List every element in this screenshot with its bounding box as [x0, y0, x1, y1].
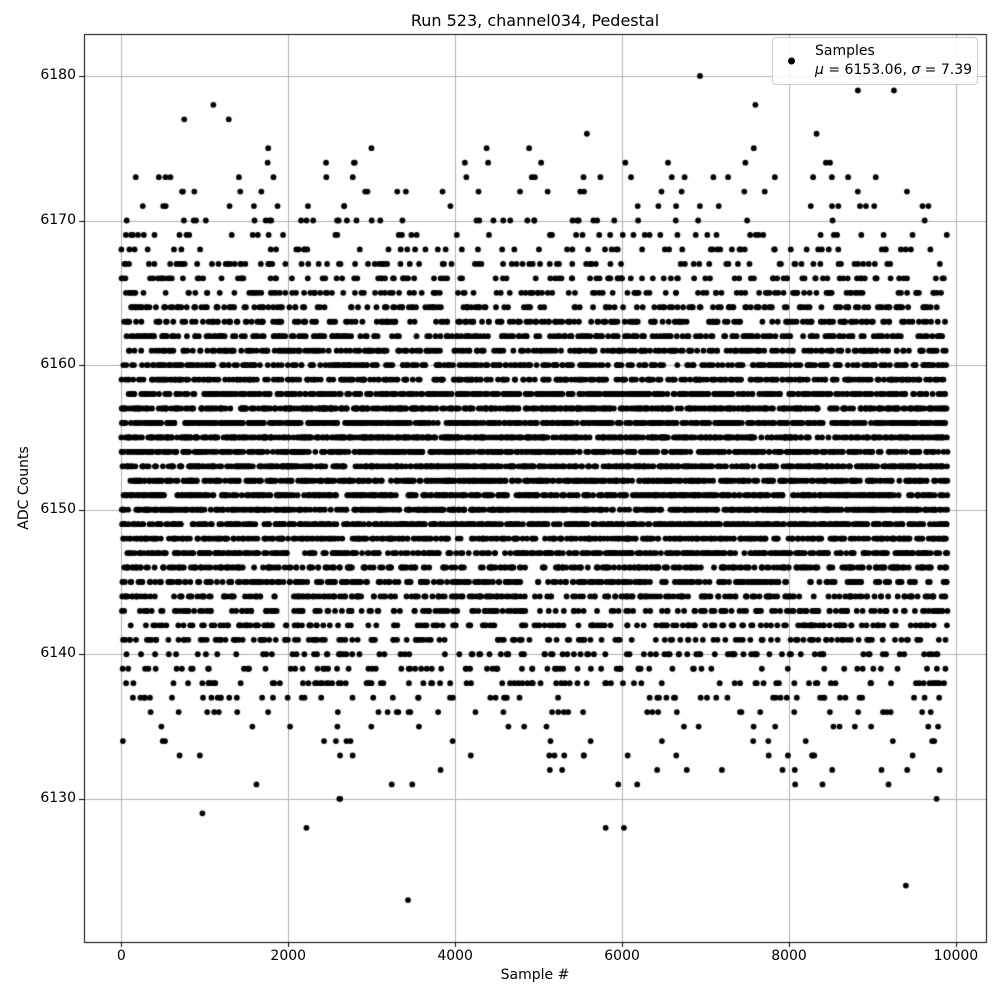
- sigma-value: = 7.39: [920, 62, 973, 78]
- x-tick-label: 6000: [604, 948, 640, 964]
- legend-series-label: Samples: [815, 43, 875, 59]
- y-tick-label: 6140: [40, 645, 76, 662]
- legend-stats-label: μ = 6153.06, σ = 7.39: [815, 61, 972, 80]
- y-tick-label: 6170: [40, 211, 76, 228]
- y-axis-label: ADC Counts: [16, 446, 32, 530]
- sigma-symbol: σ: [911, 62, 921, 78]
- y-tick-label: 6160: [40, 356, 76, 373]
- y-tick-label: 6180: [40, 66, 76, 83]
- x-tick-label: 8000: [771, 948, 807, 964]
- x-tick-label: 0: [116, 948, 126, 964]
- y-tick-label: 6150: [40, 500, 76, 517]
- mu-value: = 6153.06,: [823, 62, 912, 78]
- mu-symbol: μ: [815, 62, 824, 78]
- legend: Samples μ = 6153.06, σ = 7.39: [772, 37, 978, 85]
- x-tick-label: 2000: [270, 948, 307, 964]
- chart-title: Run 523, channel034, Pedestal: [410, 11, 660, 30]
- legend-text: Samples μ = 6153.06, σ = 7.39: [815, 42, 972, 80]
- x-tick-label: 4000: [437, 948, 473, 964]
- y-tick-label: 6130: [40, 789, 76, 806]
- x-axis-label: Sample #: [500, 967, 570, 983]
- x-tick-label: 10000: [933, 948, 979, 964]
- legend-sample-marker-icon: [788, 57, 795, 65]
